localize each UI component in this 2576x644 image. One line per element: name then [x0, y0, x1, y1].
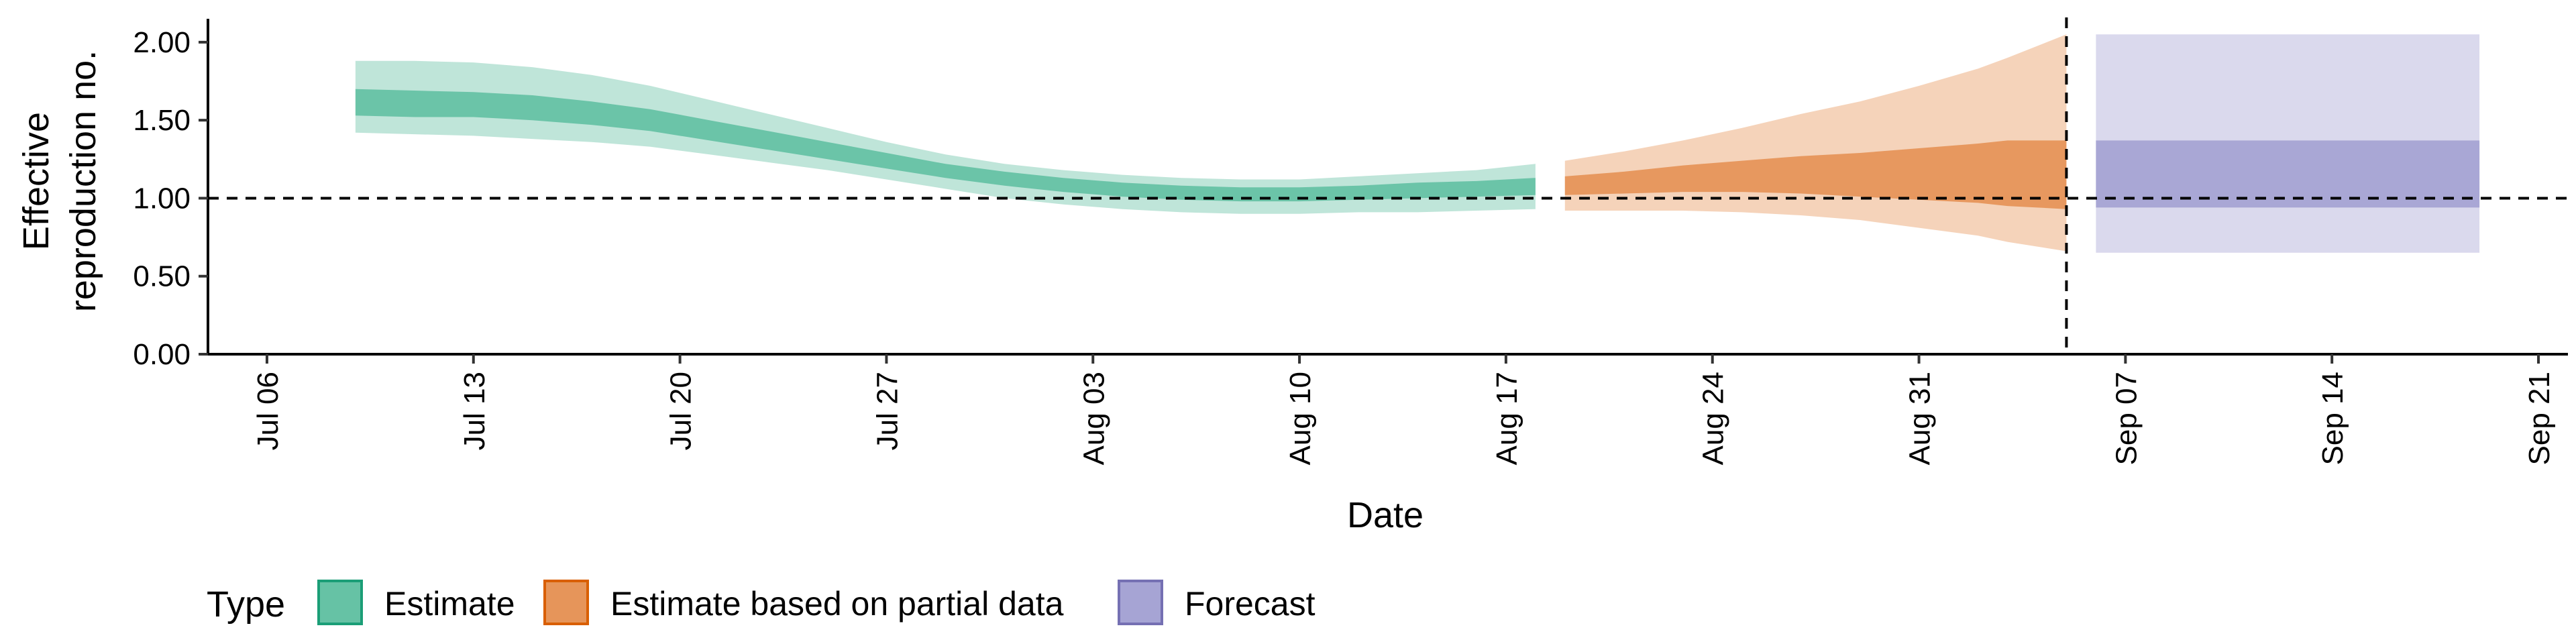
x-tick-label: Jul 27 — [871, 372, 904, 450]
y-tick-label: 1.50 — [133, 104, 191, 137]
x-tick-label: Aug 03 — [1077, 372, 1110, 465]
x-tick-label: Sep 14 — [2316, 372, 2349, 465]
x-axis-title: Date — [1347, 495, 1424, 535]
legend-label-forecast: Forecast — [1185, 585, 1316, 623]
y-tick-label: 0.50 — [133, 260, 191, 293]
x-tick-label: Jul 06 — [252, 372, 284, 450]
x-tick-label: Aug 17 — [1491, 372, 1523, 465]
legend-key-forecast — [1118, 580, 1163, 625]
axes: 0.00 0.50 1.00 1.50 2.00 Jul 06 Jul 13 Jul 20 Ju… — [133, 19, 2568, 465]
legend-key-estimate-based-on-partial-data — [543, 580, 589, 625]
y-tick-label: 2.00 — [133, 26, 191, 59]
legend-label-estimate: Estimate — [384, 585, 515, 623]
x-tick-label: Sep 07 — [2110, 372, 2143, 465]
legend: Type Estimate Estimate based on partial d… — [207, 580, 1316, 625]
x-tick-label: Jul 13 — [458, 372, 491, 450]
x-tick-label: Aug 31 — [1904, 372, 1937, 465]
y-tick-label: 0.00 — [133, 338, 191, 371]
x-tick-label: Aug 10 — [1284, 372, 1317, 465]
estimate-50-band — [355, 89, 1536, 202]
estimate-based-on-partial-data-50-band — [1564, 140, 2067, 209]
band-layer — [355, 34, 2480, 253]
x-tick-label: Sep 21 — [2523, 372, 2556, 465]
forecast-50-band — [2096, 140, 2480, 208]
estimate-90-band — [355, 60, 1536, 214]
y-axis-title-line-1: Effective — [16, 112, 56, 250]
y-tick-label: 1.00 — [133, 182, 191, 215]
y-axis-title-line-2: reproduction no. — [63, 50, 103, 312]
legend-key-estimate — [317, 580, 363, 625]
legend-title: Type — [207, 584, 285, 625]
legend-label-estimate-based-on-partial-data: Estimate based on partial data — [610, 585, 1064, 623]
x-tick-label: Jul 20 — [665, 372, 698, 450]
x-tick-label: Aug 24 — [1697, 372, 1730, 465]
